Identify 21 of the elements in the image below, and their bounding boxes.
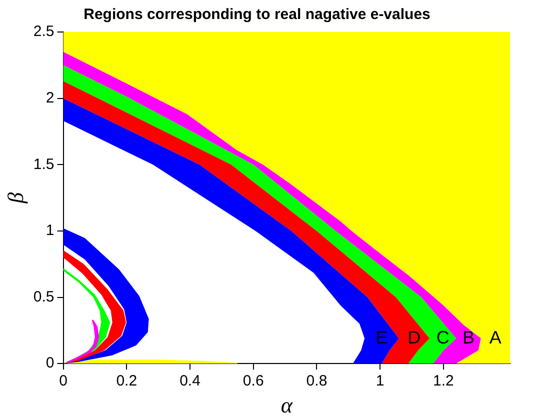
x-tick-label: 0.6	[242, 372, 264, 390]
series-label: E	[376, 327, 388, 348]
x-tick-label: 1.2	[433, 372, 454, 390]
series-label: C	[436, 327, 450, 348]
y-tick-label: 1.5	[33, 156, 54, 173]
y-tick-label: 0	[46, 354, 54, 372]
y-tick-label: 2	[46, 89, 54, 106]
x-tick-label: 0	[59, 372, 68, 390]
x-tick-label: 0.2	[116, 372, 138, 390]
x-axis-title: α	[280, 392, 293, 418]
series-label: D	[408, 327, 421, 348]
series-label: A	[489, 327, 502, 348]
y-tick-label: 2.5	[33, 23, 54, 40]
y-tick-label: 1	[46, 222, 54, 240]
x-tick-label: 1	[376, 372, 384, 390]
y-tick-label: 0.5	[33, 288, 54, 306]
x-tick-label: 0.4	[180, 372, 200, 390]
y-axis-title: β	[2, 192, 28, 204]
x-tick-label: 0.8	[306, 372, 328, 390]
series-label: B	[462, 327, 474, 348]
chart-title: Regions corresponding to real nagative e-values	[84, 6, 430, 24]
